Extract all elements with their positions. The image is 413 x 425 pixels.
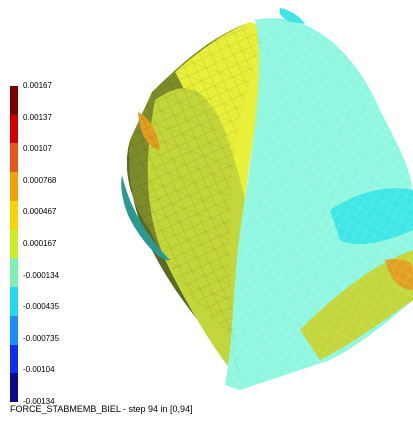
surface-top-cyan <box>279 8 305 24</box>
color-legend: 0.00167 0.00137 0.00107 0.000768 0.000467 0.0… <box>10 81 130 406</box>
mesh-overlay-right <box>225 18 413 390</box>
legend-swatch <box>10 373 18 403</box>
legend-swatch <box>10 200 18 231</box>
legend-swatch <box>10 258 18 288</box>
surface-underside <box>121 175 170 261</box>
legend-swatch <box>10 86 18 116</box>
legend-tick-label: 0.00167 <box>23 81 52 90</box>
legend-swatch <box>10 229 18 259</box>
legend-tick-label: -0.000134 <box>23 270 60 280</box>
legend-tick-label: 0.000467 <box>23 207 57 217</box>
legend-swatch <box>10 287 18 317</box>
legend-tick-label: 0.000167 <box>23 239 57 248</box>
legend-tick-label: -0.000735 <box>23 333 60 343</box>
legend-swatch <box>10 172 18 202</box>
legend-swatch <box>10 143 18 173</box>
result-caption: FORCE_STABMEMB_BIEL - step 94 in [0,94] <box>10 404 193 414</box>
legend-swatch <box>10 114 18 144</box>
legend-tick-label: -0.00134 <box>23 397 55 406</box>
mesh-overlay-left <box>126 24 262 380</box>
legend-tick-label: 0.00107 <box>23 144 52 154</box>
legend-tick-label: -0.00104 <box>23 365 55 375</box>
legend-tick-label: -0.000435 <box>23 302 60 312</box>
legend-swatch <box>10 344 18 374</box>
legend-tick-label: 0.00137 <box>23 112 52 122</box>
legend-swatch <box>10 315 18 346</box>
legend-tick-label: 0.000768 <box>23 175 57 185</box>
